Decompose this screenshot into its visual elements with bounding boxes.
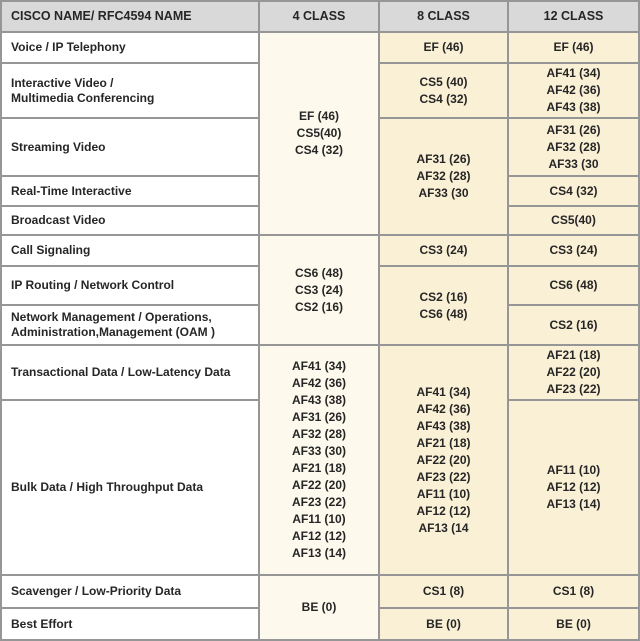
cell-12class-streaming-video: AF31 (26) AF32 (28) AF33 (30 [509, 119, 638, 175]
cell-4class-media-group: EF (46) CS5(40) CS4 (32) [260, 33, 378, 234]
header-12-class: 12 CLASS [509, 2, 638, 31]
cell-4class-default-group: BE (0) [260, 576, 378, 639]
row-label-scavenger: Scavenger / Low-Priority Data [2, 576, 258, 607]
cell-8class-scavenger: CS1 (8) [380, 576, 507, 607]
cell-8class-interactive-video: CS5 (40) CS4 (32) [380, 64, 507, 117]
cell-12class-ip-routing: CS6 (48) [509, 267, 638, 304]
cell-4class-data-group: AF41 (34) AF42 (36) AF43 (38) AF31 (26) … [260, 346, 378, 574]
header-cisco-rfc4594-name: CISCO NAME/ RFC4594 NAME [2, 2, 258, 31]
row-label-voice: Voice / IP Telephony [2, 33, 258, 62]
cell-12class-broadcast-video: CS5(40) [509, 207, 638, 234]
row-label-interactive-video: Interactive Video / Multimedia Conferenc… [2, 64, 258, 117]
row-label-streaming-video: Streaming Video [2, 119, 258, 175]
row-label-broadcast-video: Broadcast Video [2, 207, 258, 234]
cell-12class-scavenger: CS1 (8) [509, 576, 638, 607]
cell-12class-call-signaling: CS3 (24) [509, 236, 638, 265]
header-8-class: 8 CLASS [380, 2, 507, 31]
cell-12class-interactive-video: AF41 (34) AF42 (36) AF43 (38) [509, 64, 638, 117]
row-label-realtime-interactive: Real-Time Interactive [2, 177, 258, 205]
cell-12class-best-effort: BE (0) [509, 609, 638, 639]
header-4-class: 4 CLASS [260, 2, 378, 31]
cell-8class-call-signaling: CS3 (24) [380, 236, 507, 265]
cell-8class-control-group: CS2 (16) CS6 (48) [380, 267, 507, 344]
row-label-best-effort: Best Effort [2, 609, 258, 639]
row-label-network-management: Network Management / Operations, Adminis… [2, 306, 258, 344]
cell-12class-network-management: CS2 (16) [509, 306, 638, 344]
cell-12class-bulk-data: AF11 (10) AF12 (12) AF13 (14) [509, 401, 638, 574]
row-label-call-signaling: Call Signaling [2, 236, 258, 265]
cell-8class-data-group: AF41 (34) AF42 (36) AF43 (38) AF21 (18) … [380, 346, 507, 574]
cell-12class-transactional-data: AF21 (18) AF22 (20) AF23 (22) [509, 346, 638, 399]
cell-8class-best-effort: BE (0) [380, 609, 507, 639]
cell-8class-video-group: AF31 (26) AF32 (28) AF33 (30 [380, 119, 507, 234]
cell-4class-control-group: CS6 (48) CS3 (24) CS2 (16) [260, 236, 378, 344]
cell-12class-realtime-interactive: CS4 (32) [509, 177, 638, 205]
row-label-transactional-data: Transactional Data / Low-Latency Data [2, 346, 258, 399]
cell-12class-voice: EF (46) [509, 33, 638, 62]
cell-8class-voice: EF (46) [380, 33, 507, 62]
row-label-ip-routing: IP Routing / Network Control [2, 267, 258, 304]
row-label-bulk-data: Bulk Data / High Throughput Data [2, 401, 258, 574]
